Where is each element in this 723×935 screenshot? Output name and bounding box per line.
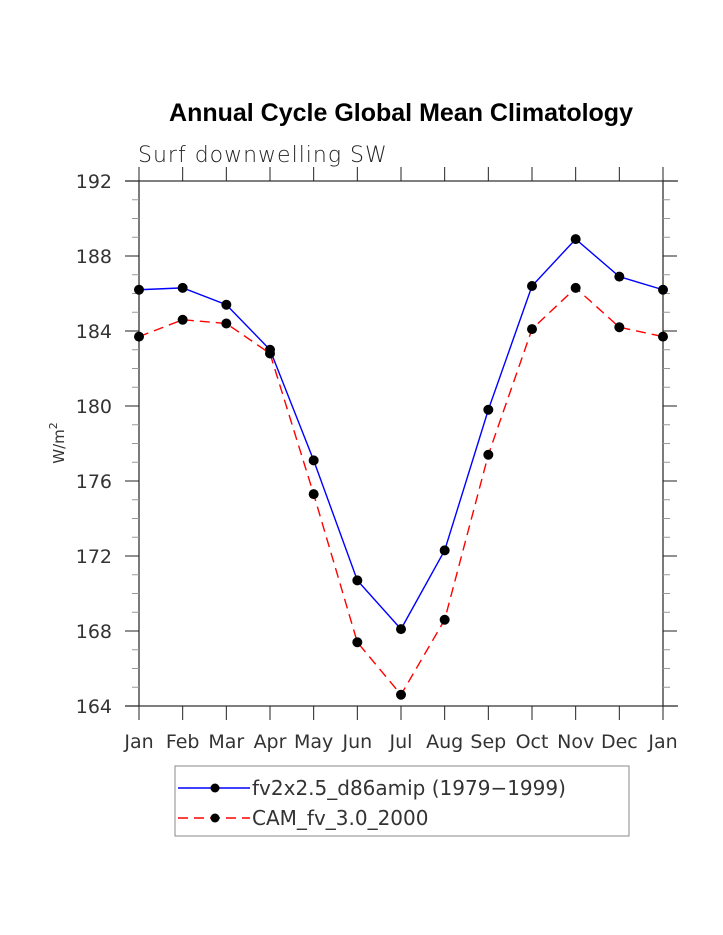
x-tick-label: Mar <box>208 731 244 753</box>
data-point <box>614 322 625 333</box>
x-tick-label: Jan <box>647 731 677 753</box>
x-tick-label: Jul <box>389 731 413 753</box>
data-point <box>221 318 232 329</box>
legend-box <box>174 765 630 837</box>
data-point <box>352 637 363 648</box>
x-tick-label: Oct <box>516 731 549 753</box>
data-point <box>352 575 363 586</box>
legend: fv2x2.5_d86amip (1979−1999) CAM_fv_3.0_20… <box>174 765 630 837</box>
data-point <box>308 489 319 500</box>
data-point <box>134 331 144 342</box>
chart-subtitle: Surf downwelling SW <box>138 143 388 168</box>
data-point <box>614 271 625 282</box>
data-point <box>396 689 406 700</box>
y-tick-label: 188 <box>76 246 112 268</box>
y-axis-label-text: W/m <box>50 429 68 464</box>
data-point <box>570 282 581 293</box>
data-point <box>570 234 581 245</box>
series-2 <box>134 282 668 700</box>
data-point <box>658 331 668 342</box>
x-tick-label: Jan <box>123 731 153 753</box>
legend-marker <box>210 813 220 823</box>
data-point <box>396 624 406 635</box>
x-tick-label: Dec <box>601 731 638 753</box>
x-tick-label: Sep <box>470 731 506 753</box>
y-tick-label: 184 <box>76 321 112 343</box>
data-point <box>134 284 144 295</box>
data-point <box>439 545 450 556</box>
y-tick-label: 164 <box>76 696 112 718</box>
data-point <box>527 281 537 291</box>
x-tick-label: Aug <box>426 731 463 753</box>
chart-title: Annual Cycle Global Mean Climatology <box>169 99 633 127</box>
data-point <box>658 284 668 295</box>
series-1 <box>134 234 668 635</box>
x-tick-label: Nov <box>557 731 594 753</box>
x-tick-label: Feb <box>166 731 200 753</box>
legend-label: fv2x2.5_d86amip (1979−1999) <box>252 776 566 800</box>
y-axis-label: W/m2 <box>47 422 68 464</box>
x-tick-label: Apr <box>254 731 287 753</box>
series-layer <box>134 234 668 700</box>
data-point <box>177 282 188 293</box>
svg-text:W/m2: W/m2 <box>47 422 68 464</box>
y-tick-label: 192 <box>76 171 112 193</box>
legend-label: CAM_fv_3.0_2000 <box>252 806 428 830</box>
data-point <box>308 455 319 466</box>
data-point <box>483 404 494 415</box>
y-tick-label: 176 <box>76 471 112 493</box>
series-line <box>138 238 664 631</box>
data-point <box>483 449 494 460</box>
data-point <box>265 348 275 359</box>
legend-marker <box>210 783 220 793</box>
y-tick-label: 168 <box>76 621 112 643</box>
data-point <box>221 299 232 310</box>
axes: 164 168 172 176 180 184 188 192 Jan Feb Mar Apr May J… <box>76 167 678 753</box>
data-point <box>439 614 450 625</box>
x-tick-label: May <box>294 731 333 753</box>
data-point <box>527 324 537 335</box>
y-tick-label: 180 <box>76 396 112 418</box>
y-axis-label-superscript: 2 <box>47 422 60 429</box>
data-point <box>177 314 188 325</box>
y-tick-label: 172 <box>76 546 112 568</box>
x-tick-label: Jun <box>341 731 372 753</box>
